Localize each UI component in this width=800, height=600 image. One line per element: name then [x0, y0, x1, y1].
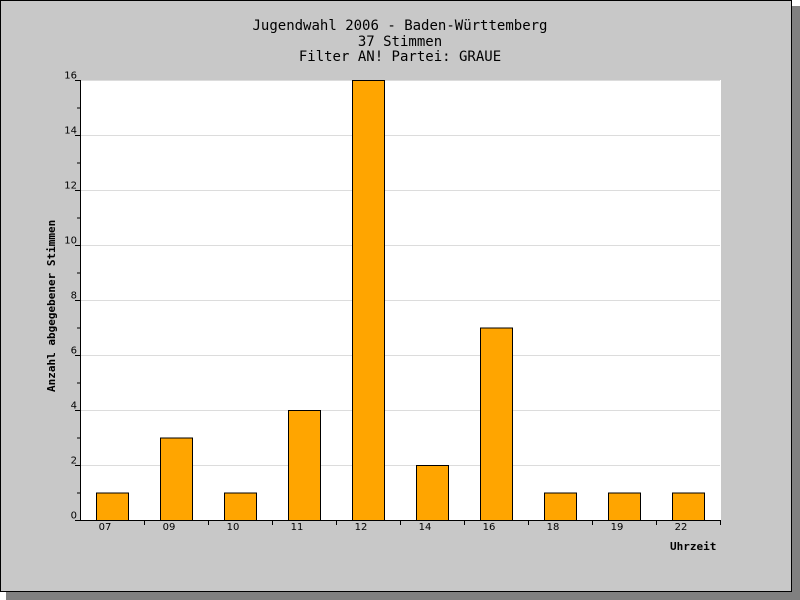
bar-14	[416, 465, 449, 521]
x-axis-label: Uhrzeit	[670, 540, 717, 553]
x-tick-label: 11	[291, 522, 304, 533]
y-tick-label: 10	[64, 236, 77, 247]
x-tick-label: 12	[355, 522, 368, 533]
bar-11	[288, 410, 321, 521]
chart-subtitle-votes: 37 Stimmen	[357, 34, 443, 50]
y-tick-label: 2	[71, 456, 77, 467]
x-tick-label: 14	[419, 522, 432, 533]
chart-subtitle-filter: Filter AN! Partei: GRAUE	[298, 49, 502, 65]
x-tick-label: 07	[99, 522, 112, 533]
frame-shadow-bottom	[6, 592, 800, 600]
y-tick-label: 6	[71, 346, 77, 357]
bar-22	[672, 492, 705, 521]
x-tick-label: 09	[163, 522, 176, 533]
y-tick-label: 4	[71, 401, 77, 412]
y-tick-label: 8	[71, 291, 77, 302]
bar-16	[480, 327, 513, 521]
x-tick-label: 19	[611, 522, 624, 533]
bar-09	[160, 437, 193, 521]
bar-19	[608, 492, 641, 521]
y-tick-label: 16	[64, 71, 77, 82]
y-axis-label: Anzahl abgegebener Stimmen	[45, 219, 58, 392]
bar-07	[96, 492, 129, 521]
chart-title: Jugendwahl 2006 - Baden-Württemberg	[252, 18, 548, 34]
frame-shadow-right	[792, 6, 800, 600]
x-tick-label: 16	[483, 522, 496, 533]
bar-10	[224, 492, 257, 521]
x-tick-label: 22	[675, 522, 688, 533]
x-tick-label: 10	[227, 522, 240, 533]
y-tick-label: 12	[64, 181, 77, 192]
bar-18	[544, 492, 577, 521]
y-tick-label: 14	[64, 126, 77, 137]
bar-12	[352, 80, 385, 521]
y-tick-label: 0	[71, 511, 77, 522]
x-tick-label: 18	[547, 522, 560, 533]
